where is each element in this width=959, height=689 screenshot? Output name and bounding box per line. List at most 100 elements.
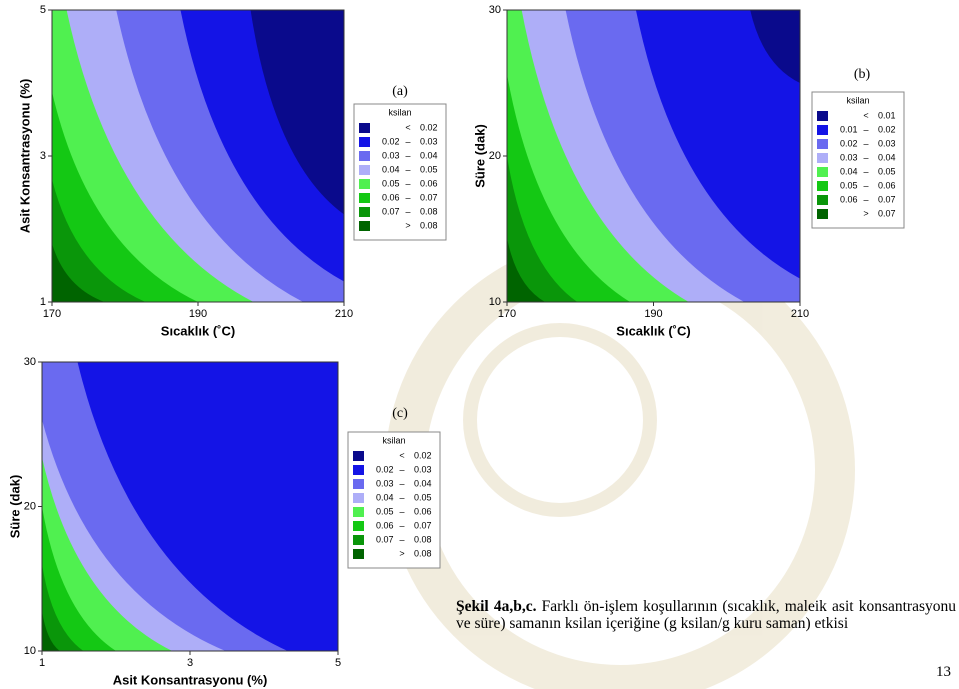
legend-swatch xyxy=(353,549,364,559)
legend-swatch xyxy=(817,195,828,205)
legend-value: 0.04 xyxy=(420,150,438,160)
legend-value: 0.07 xyxy=(878,194,896,204)
legend-swatch xyxy=(353,465,364,475)
legend-value: 0.05 xyxy=(878,166,896,176)
figure-label: (b) xyxy=(854,67,871,82)
legend-swatch xyxy=(359,165,370,175)
legend-swatch xyxy=(353,479,364,489)
legend-value: 0.08 xyxy=(420,206,438,216)
legend-swatch xyxy=(817,153,828,163)
legend-symbol: – xyxy=(399,492,404,502)
caption-label: Şekil 4a,b,c. xyxy=(456,598,537,615)
y-axis-label: Süre (dak) xyxy=(472,124,487,188)
legend-value: 0.04 xyxy=(878,152,896,162)
contour-band xyxy=(750,10,800,83)
legend-value: 0.07 xyxy=(382,206,400,216)
legend-symbol: > xyxy=(399,548,404,558)
legend-value: 0.02 xyxy=(878,124,896,134)
legend-symbol: < xyxy=(399,450,404,460)
y-axis-label: Asit Konsantrasyonu (%) xyxy=(17,79,32,234)
legend-value: 0.03 xyxy=(414,464,432,474)
x-tick-label: 170 xyxy=(43,308,61,320)
x-tick-label: 3 xyxy=(187,657,193,669)
legend-swatch xyxy=(359,179,370,189)
legend-value: 0.06 xyxy=(420,178,438,188)
x-tick-label: 210 xyxy=(335,308,353,320)
legend-symbol: – xyxy=(405,136,410,146)
legend: ksilan< 0.020.02–0.030.03–0.040.04–0.050.… xyxy=(353,103,447,241)
legend-symbol: > xyxy=(863,208,868,218)
legend-symbol: – xyxy=(405,192,410,202)
x-tick-label: 190 xyxy=(644,308,662,320)
legend-swatch xyxy=(359,221,370,231)
legend-value: 0.08 xyxy=(414,534,432,544)
legend-symbol: < xyxy=(863,110,868,120)
legend-symbol: – xyxy=(405,178,410,188)
y-tick-label: 20 xyxy=(489,150,501,162)
legend-swatch xyxy=(353,507,364,517)
legend-value: 0.03 xyxy=(382,150,400,160)
legend-value: 0.01 xyxy=(840,124,858,134)
legend-value: 0.06 xyxy=(382,192,400,202)
contour-band xyxy=(635,10,800,279)
legend-title: ksilan xyxy=(388,107,411,117)
legend-title: ksilan xyxy=(382,435,405,445)
legend-swatch xyxy=(817,167,828,177)
legend-value: 0.08 xyxy=(414,548,432,558)
legend-symbol: – xyxy=(399,534,404,544)
legend: ksilan< 0.010.01–0.020.02–0.030.03–0.040.… xyxy=(811,91,905,229)
legend-value: 0.01 xyxy=(878,110,896,120)
y-axis-label: Süre (dak) xyxy=(7,475,22,539)
legend-value: 0.02 xyxy=(414,450,432,460)
legend-symbol: – xyxy=(399,464,404,474)
legend-value: 0.03 xyxy=(420,136,438,146)
legend-symbol: – xyxy=(405,150,410,160)
legend-value: 0.02 xyxy=(382,136,400,146)
y-tick-label: 20 xyxy=(24,500,36,512)
legend-title: ksilan xyxy=(846,95,869,105)
legend-swatch xyxy=(817,139,828,149)
x-axis-label: Sıcaklık (˚C) xyxy=(616,323,690,338)
legend-symbol: – xyxy=(863,166,868,176)
legend-value: 0.05 xyxy=(840,180,858,190)
legend-swatch xyxy=(353,535,364,545)
legend-symbol: – xyxy=(863,194,868,204)
caption: Şekil 4a,b,c. Farklı ön-işlem koşulların… xyxy=(456,598,956,632)
legend-swatch xyxy=(353,521,364,531)
legend-swatch xyxy=(359,151,370,161)
legend-value: 0.03 xyxy=(376,478,394,488)
legend-symbol: – xyxy=(863,152,868,162)
legend-value: 0.06 xyxy=(414,506,432,516)
legend-swatch xyxy=(359,193,370,203)
page-number: 13 xyxy=(936,664,951,680)
legend-symbol: – xyxy=(399,520,404,530)
legend-value: 0.02 xyxy=(376,464,394,474)
y-tick-label: 30 xyxy=(489,4,501,16)
legend-symbol: – xyxy=(399,506,404,516)
legend: ksilan< 0.020.02–0.030.03–0.040.04–0.050.… xyxy=(347,431,441,569)
legend-symbol: > xyxy=(405,220,410,230)
legend-swatch xyxy=(353,451,364,461)
legend-symbol: – xyxy=(863,138,868,148)
legend-value: 0.07 xyxy=(414,520,432,530)
legend-value: 0.05 xyxy=(382,178,400,188)
legend-value: 0.02 xyxy=(840,138,858,148)
legend-value: 0.07 xyxy=(376,534,394,544)
legend-symbol: – xyxy=(863,180,868,190)
legend-symbol: < xyxy=(405,122,410,132)
contour-band xyxy=(250,10,344,215)
x-tick-label: 210 xyxy=(791,308,809,320)
legend-value: 0.06 xyxy=(878,180,896,190)
x-tick-label: 170 xyxy=(498,308,516,320)
x-tick-label: 190 xyxy=(189,308,207,320)
legend-swatch xyxy=(353,493,364,503)
legend-swatch xyxy=(817,125,828,135)
legend-value: 0.08 xyxy=(420,220,438,230)
legend-value: 0.05 xyxy=(376,506,394,516)
legend-value: 0.04 xyxy=(840,166,858,176)
y-tick-label: 30 xyxy=(24,356,36,368)
x-tick-label: 5 xyxy=(335,657,341,669)
legend-symbol: – xyxy=(405,164,410,174)
